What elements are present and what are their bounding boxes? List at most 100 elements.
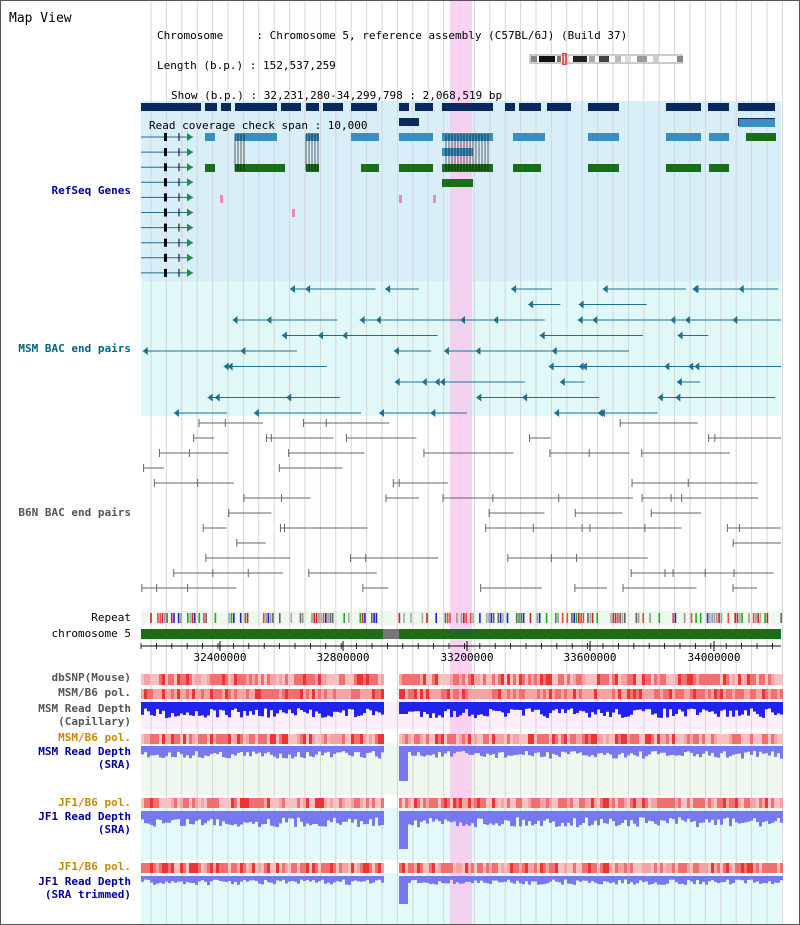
dbsnp-cell xyxy=(756,674,759,685)
jf1-sra-depth-bar xyxy=(660,811,663,821)
msm-pol-cell xyxy=(537,734,540,744)
msm-pol-cell xyxy=(558,689,561,699)
msm-pol-cell xyxy=(354,734,357,744)
repeat-mark xyxy=(713,613,716,623)
dbsnp-cell xyxy=(621,674,624,685)
msm-pol-cell xyxy=(168,734,171,744)
msm-pol-cell xyxy=(657,734,660,744)
capillary-depth-bar xyxy=(312,702,315,717)
jf1-trim-depth-bar xyxy=(441,876,444,883)
dbsnp-cell xyxy=(711,674,714,685)
jf1-trim-depth-bar xyxy=(159,876,162,883)
bac-end-marker xyxy=(232,316,238,324)
jf1-trim-depth-bar xyxy=(591,876,594,882)
dbsnp-cell xyxy=(453,674,456,685)
msm-sra-depth-bar xyxy=(318,746,321,752)
msm-pol-cell xyxy=(732,734,735,744)
msm-sra-depth-bar xyxy=(273,746,276,757)
msm-pol-cell xyxy=(540,689,543,699)
repeat-mark xyxy=(499,613,502,623)
jf1-pol-cell xyxy=(372,863,375,873)
gene-exon xyxy=(164,133,167,141)
msm-sra-depth-bar xyxy=(315,746,318,755)
jf1-pol-cell xyxy=(141,863,144,873)
jf1-trim-depth-bar xyxy=(597,876,600,885)
capillary-depth-bar xyxy=(591,702,594,713)
jf1-pol-cell xyxy=(501,863,504,873)
msm-pol-cell xyxy=(303,689,306,699)
dbsnp-cell xyxy=(456,674,459,685)
msm-pol-cell xyxy=(171,689,174,699)
jf1-trim-depth-bar xyxy=(144,876,147,880)
jf1-trim-depth-bar xyxy=(327,876,330,883)
dbsnp-cell xyxy=(729,674,732,685)
jf1-pol-cell xyxy=(579,863,582,873)
msm-sra-depth-bar xyxy=(261,746,264,757)
msm-pol-cell xyxy=(519,734,522,744)
jf1-trim-depth-bar xyxy=(180,876,183,882)
repeat-mark xyxy=(561,613,564,623)
msm-sra-depth-bar xyxy=(231,746,234,755)
jf1-trim-depth-bar xyxy=(750,876,753,880)
msm-pol-cell xyxy=(735,689,738,699)
capillary-depth-bar xyxy=(270,702,273,711)
msm-pol-cell xyxy=(591,734,594,744)
karyotype-ideogram[interactable] xyxy=(529,53,685,65)
capillary-depth-bar xyxy=(405,702,408,714)
repeat-mark xyxy=(557,613,559,623)
msm-pol-cell xyxy=(366,689,369,699)
jf1-pol-cell xyxy=(141,798,144,808)
jf1-trim-depth-bar xyxy=(312,876,315,881)
gene-block xyxy=(709,164,729,172)
gene-block xyxy=(221,103,231,111)
bac-end-marker xyxy=(548,362,554,371)
msm-pol-cell xyxy=(324,689,327,699)
msm-sra-depth-bar xyxy=(537,746,540,753)
dbsnp-cell xyxy=(285,674,288,685)
jf1-pol-cell xyxy=(753,798,756,808)
jf1-trim-depth-bar xyxy=(699,876,702,885)
dbsnp-cell xyxy=(690,674,693,685)
dbsnp-cell xyxy=(240,674,243,685)
jf1-trim-depth-bar xyxy=(546,876,549,884)
jf1-pol-cell xyxy=(300,863,303,873)
jf1-sra-depth-bar xyxy=(357,811,360,827)
repeat-mark xyxy=(610,613,612,623)
jf1-pol-cell xyxy=(366,863,369,873)
msm-pol-cell xyxy=(186,689,189,699)
jf1-pol-cell xyxy=(282,863,285,873)
jf1-pol-cell xyxy=(777,798,780,808)
jf1-pol-cell xyxy=(453,863,456,873)
msm-pol-cell xyxy=(270,734,273,744)
jf1-pol-cell xyxy=(705,798,708,808)
msm-pol-cell xyxy=(477,689,480,699)
jf1-trim-depth-bar xyxy=(612,876,615,883)
capillary-depth-bar xyxy=(213,702,216,711)
msm-sra-depth-bar xyxy=(243,746,246,756)
dbsnp-cell xyxy=(357,674,360,685)
repeat-mark xyxy=(313,613,316,623)
axis-tick-label: 32400000 xyxy=(194,651,247,664)
msm-pol-cell xyxy=(666,734,669,744)
jf1-pol-cell xyxy=(279,863,282,873)
jf1-read-depth-sra-label: JF1 Read Depth xyxy=(38,810,131,823)
jf1-trim-depth-bar xyxy=(165,876,168,882)
capillary-depth-bar xyxy=(657,702,660,718)
msm-sra-depth-bar xyxy=(702,746,705,754)
msm-pol-cell xyxy=(300,734,303,744)
msm-pol-cell xyxy=(210,689,213,699)
jf1-trim-depth-bar xyxy=(705,876,708,885)
msm-pol-cell xyxy=(285,689,288,699)
capillary-depth-bar xyxy=(573,702,576,715)
msm-pol-cell xyxy=(225,689,228,699)
dbsnp-cell xyxy=(699,674,702,685)
jf1-trim-depth-bar xyxy=(486,876,489,884)
msm-pol-cell xyxy=(471,689,474,699)
jf1-pol-cell xyxy=(261,863,264,873)
jf1-pol-cell xyxy=(342,798,345,808)
msm-pol-cell xyxy=(654,689,657,699)
jf1-trim-depth-bar xyxy=(201,876,204,881)
capillary-depth-bar xyxy=(324,702,327,718)
repeat-mark xyxy=(311,613,313,623)
